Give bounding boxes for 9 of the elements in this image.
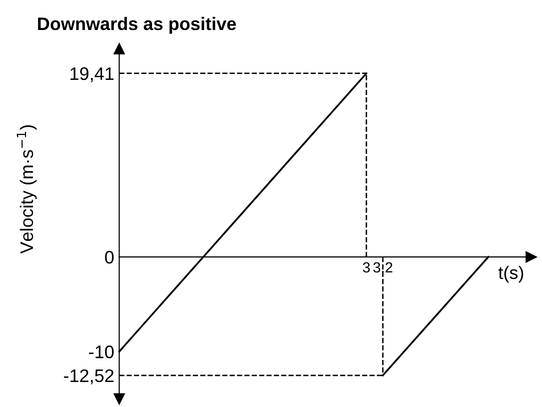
chart-title: Downwards as positive <box>38 16 236 34</box>
y-tick-label: -12,52 <box>64 369 114 384</box>
y-tick-label: -10 <box>89 345 114 358</box>
y-tick-label: 0 <box>105 250 114 264</box>
x-tick-label: 3,2 <box>373 262 392 274</box>
y-axis-title: Velocity (m·s$^{−1}$) <box>16 125 37 254</box>
x-axis-title: t(s) <box>498 266 524 283</box>
x-tick-label: 3 <box>362 262 370 273</box>
y-tick-label: 19,41 <box>70 67 114 82</box>
